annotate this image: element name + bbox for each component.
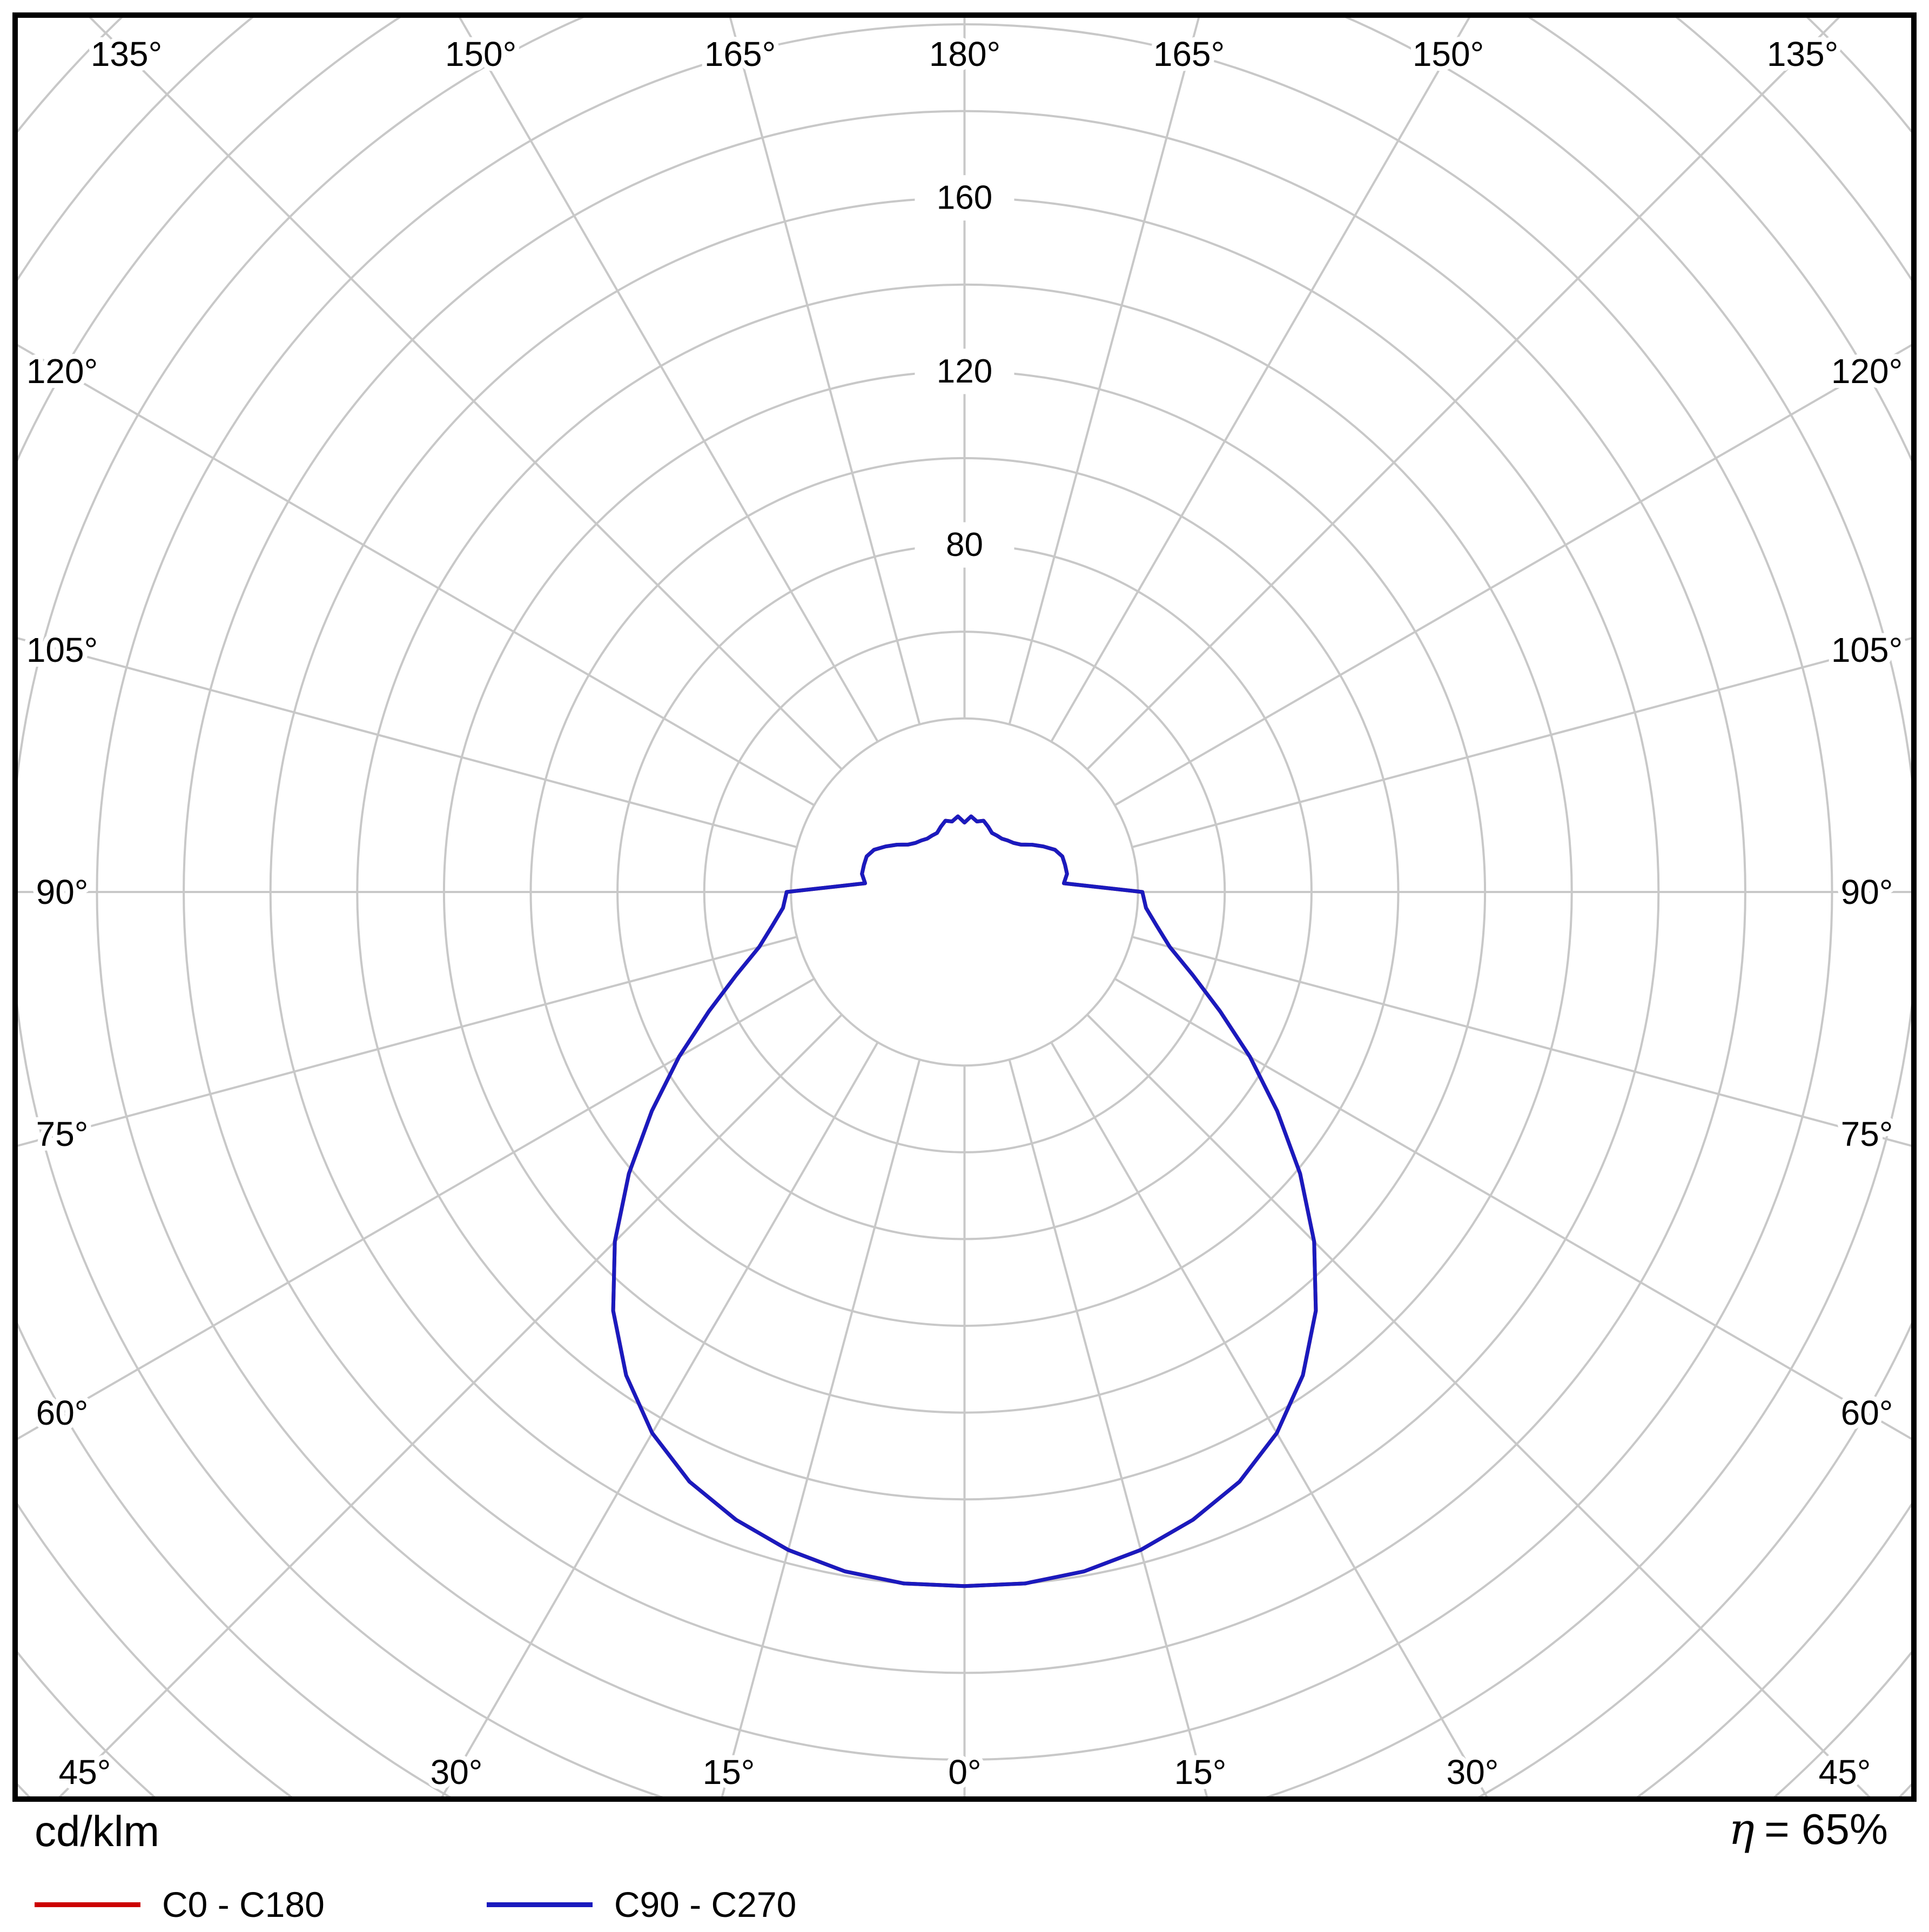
svg-text:60°: 60°	[1841, 1393, 1893, 1432]
svg-text:30°: 30°	[1447, 1753, 1499, 1792]
svg-text:75°: 75°	[36, 1115, 89, 1153]
curve-C90-C270	[611, 814, 1318, 1588]
svg-text:60°: 60°	[36, 1393, 89, 1432]
svg-text:90°: 90°	[36, 873, 89, 911]
svg-text:150°: 150°	[445, 35, 516, 73]
eta-value: = 65%	[1764, 1805, 1888, 1853]
svg-text:15°: 15°	[1174, 1753, 1227, 1792]
svg-text:165°: 165°	[1153, 35, 1225, 73]
svg-text:90°: 90°	[1841, 873, 1893, 911]
svg-text:180°: 180°	[929, 35, 1000, 73]
legend-label-c0-c180: C0 - C180	[162, 1884, 325, 1924]
svg-text:120: 120	[937, 353, 992, 390]
svg-text:30°: 30°	[431, 1753, 483, 1792]
svg-text:120°: 120°	[26, 352, 98, 391]
svg-text:45°: 45°	[59, 1753, 111, 1792]
svg-text:135°: 135°	[91, 35, 162, 73]
svg-text:80: 80	[946, 526, 983, 564]
svg-text:15°: 15°	[703, 1753, 755, 1792]
eta-symbol: η	[1729, 1804, 1755, 1854]
svg-text:135°: 135°	[1767, 35, 1838, 73]
svg-text:75°: 75°	[1841, 1115, 1893, 1153]
legend-line-c90-c270	[486, 1902, 593, 1907]
legend: C0 - C180 C90 - C270	[35, 1887, 958, 1922]
svg-text:165°: 165°	[704, 35, 776, 73]
efficiency-label: η = 65%	[1729, 1808, 1888, 1851]
svg-text:150°: 150°	[1413, 35, 1484, 73]
unit-label: cd/klm	[35, 1807, 160, 1855]
legend-line-c0-c180	[35, 1902, 140, 1907]
svg-text:120°: 120°	[1831, 352, 1903, 391]
svg-text:0°: 0°	[948, 1753, 981, 1792]
svg-text:105°: 105°	[26, 630, 98, 669]
svg-text:160: 160	[937, 179, 992, 217]
svg-text:105°: 105°	[1831, 630, 1903, 669]
svg-text:45°: 45°	[1819, 1753, 1871, 1792]
legend-label-c90-c270: C90 - C270	[614, 1884, 797, 1924]
